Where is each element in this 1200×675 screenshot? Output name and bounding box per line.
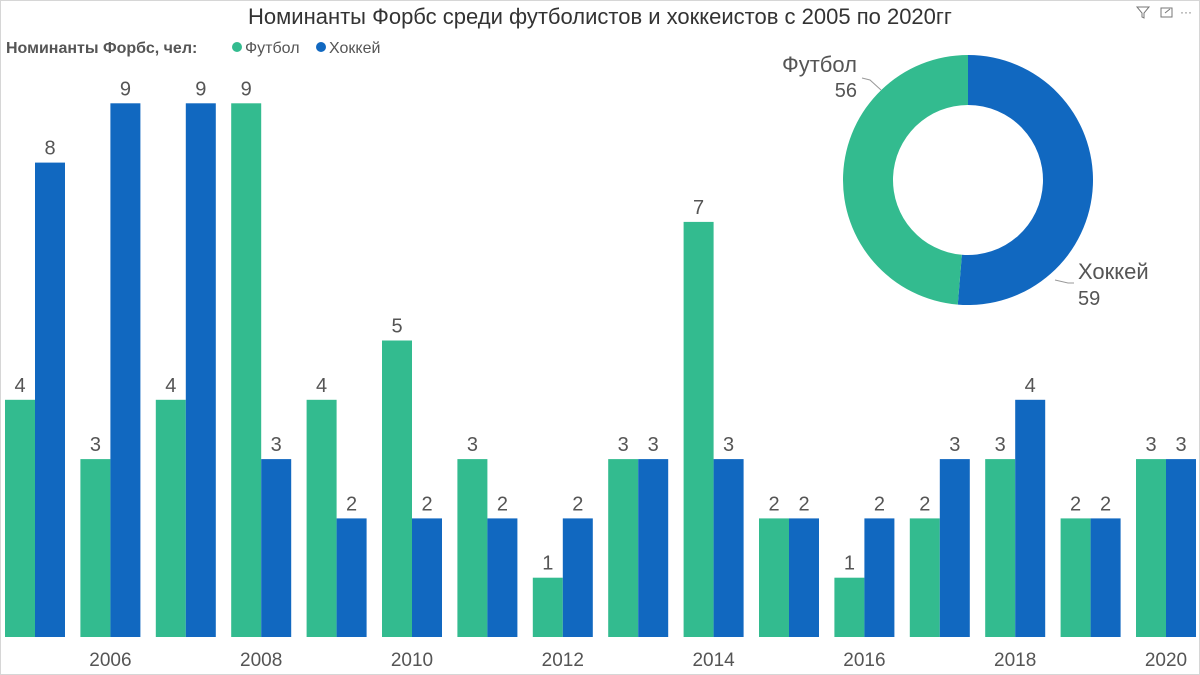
donut-chart: Хоккей 59 Футбол 56 [782, 52, 1149, 310]
leader-line-hockey [1054, 279, 1074, 284]
bar-hockey-2009[interactable] [336, 518, 367, 637]
chart-title: Номинанты Форбс среди футболистов и хокк… [248, 4, 952, 29]
data-label-football-2012: 1 [542, 553, 553, 575]
legend-marker-football [232, 42, 242, 52]
donut-slice-football[interactable] [843, 55, 968, 305]
bar-football-2017[interactable] [909, 518, 940, 637]
data-label-football-2017: 2 [919, 493, 930, 515]
bar-hockey-2016[interactable] [864, 518, 895, 637]
data-label-hockey-2015: 2 [798, 493, 809, 515]
legend-title: Номинанты Форбс, чел: [6, 40, 197, 57]
data-label-football-2014: 7 [693, 197, 704, 219]
donut-label-hockey: Хоккей [1078, 259, 1149, 284]
data-label-football-2015: 2 [768, 493, 779, 515]
bar-football-2015[interactable] [759, 518, 789, 637]
bar-hockey-2018[interactable] [1015, 399, 1046, 637]
data-label-hockey-2011: 2 [497, 493, 508, 515]
data-label-hockey-2019: 2 [1100, 493, 1111, 515]
bar-hockey-2005[interactable] [35, 162, 65, 637]
x-tick-label-2012: 2012 [542, 650, 584, 671]
data-label-hockey-2014: 3 [723, 434, 734, 456]
donut-slice-hockey[interactable] [957, 55, 1094, 305]
bar-hockey-2010[interactable] [412, 518, 442, 637]
bar-football-2019[interactable] [1060, 518, 1091, 637]
data-label-football-2020: 3 [1145, 434, 1156, 456]
data-label-hockey-2012: 2 [572, 493, 583, 515]
data-label-football-2006: 3 [90, 434, 101, 456]
legend-label-football[interactable]: Футбол [245, 40, 300, 57]
bar-hockey-2015[interactable] [789, 518, 819, 637]
bar-hockey-2013[interactable] [638, 459, 669, 637]
x-tick-label-2006: 2006 [89, 650, 131, 671]
bar-football-2005[interactable] [5, 399, 35, 637]
bar-football-2014[interactable] [683, 221, 714, 637]
data-label-football-2016: 1 [844, 553, 855, 575]
data-label-football-2010: 5 [391, 316, 402, 338]
donut-label-football: Футбол [782, 52, 857, 77]
donut-value-hockey: 59 [1078, 288, 1100, 310]
x-tick-label-2020: 2020 [1145, 650, 1187, 671]
bar-football-2007[interactable] [155, 399, 186, 637]
data-label-hockey-2007: 9 [195, 78, 206, 100]
donut-value-football: 56 [835, 80, 857, 102]
bar-hockey-2014[interactable] [713, 459, 744, 637]
bar-hockey-2011[interactable] [487, 518, 518, 637]
data-label-football-2008: 9 [241, 78, 252, 100]
x-tick-label-2014: 2014 [692, 650, 735, 671]
legend: Номинанты Форбс, чел: Футбол Хоккей [6, 40, 380, 57]
data-label-hockey-2010: 2 [421, 493, 432, 515]
bar-hockey-2008[interactable] [261, 459, 292, 637]
bar-football-2011[interactable] [457, 459, 488, 637]
data-label-hockey-2016: 2 [874, 493, 885, 515]
data-label-hockey-2009: 2 [346, 493, 357, 515]
data-label-football-2007: 4 [165, 375, 176, 397]
bar-football-2013[interactable] [608, 459, 639, 637]
bar-hockey-2012[interactable] [562, 518, 593, 637]
leader-line-football [861, 77, 882, 91]
bar-hockey-2020[interactable] [1166, 459, 1196, 637]
filter-icon[interactable] [1135, 6, 1151, 19]
focus-mode-icon[interactable] [1160, 7, 1173, 18]
x-tick-label-2018: 2018 [994, 650, 1036, 671]
data-label-hockey-2018: 4 [1025, 375, 1036, 397]
bar-football-2020[interactable] [1136, 459, 1166, 637]
data-label-football-2019: 2 [1070, 493, 1081, 515]
legend-label-hockey[interactable]: Хоккей [329, 40, 380, 57]
bar-football-2010[interactable] [382, 340, 412, 638]
data-label-football-2011: 3 [467, 434, 478, 456]
data-label-hockey-2013: 3 [648, 434, 659, 456]
bar-football-2018[interactable] [985, 459, 1016, 637]
data-label-hockey-2006: 9 [120, 78, 131, 100]
x-tick-label-2016: 2016 [843, 650, 885, 671]
bar-football-2006[interactable] [80, 459, 111, 637]
bar-football-2016[interactable] [834, 577, 865, 637]
data-label-football-2018: 3 [995, 434, 1006, 456]
more-options-button[interactable]: ··· [1180, 5, 1192, 19]
data-label-football-2013: 3 [618, 434, 629, 456]
x-tick-label-2008: 2008 [240, 650, 282, 671]
visual-toolbar: ··· [1135, 5, 1192, 19]
bar-football-2008[interactable] [231, 103, 262, 638]
data-label-hockey-2020: 3 [1175, 434, 1186, 456]
data-label-football-2009: 4 [316, 375, 327, 397]
bar-hockey-2006[interactable] [110, 103, 141, 638]
bar-hockey-2007[interactable] [185, 103, 216, 638]
legend-marker-hockey [316, 42, 326, 52]
bar-hockey-2019[interactable] [1090, 518, 1121, 637]
data-label-hockey-2005: 8 [44, 138, 55, 160]
bar-football-2012[interactable] [532, 577, 563, 637]
bar-football-2009[interactable] [306, 399, 337, 637]
data-label-football-2005: 4 [14, 375, 25, 397]
data-label-hockey-2017: 3 [949, 434, 960, 456]
bar-hockey-2017[interactable] [939, 459, 970, 637]
data-label-hockey-2008: 3 [271, 434, 282, 456]
x-tick-label-2010: 2010 [391, 650, 433, 671]
